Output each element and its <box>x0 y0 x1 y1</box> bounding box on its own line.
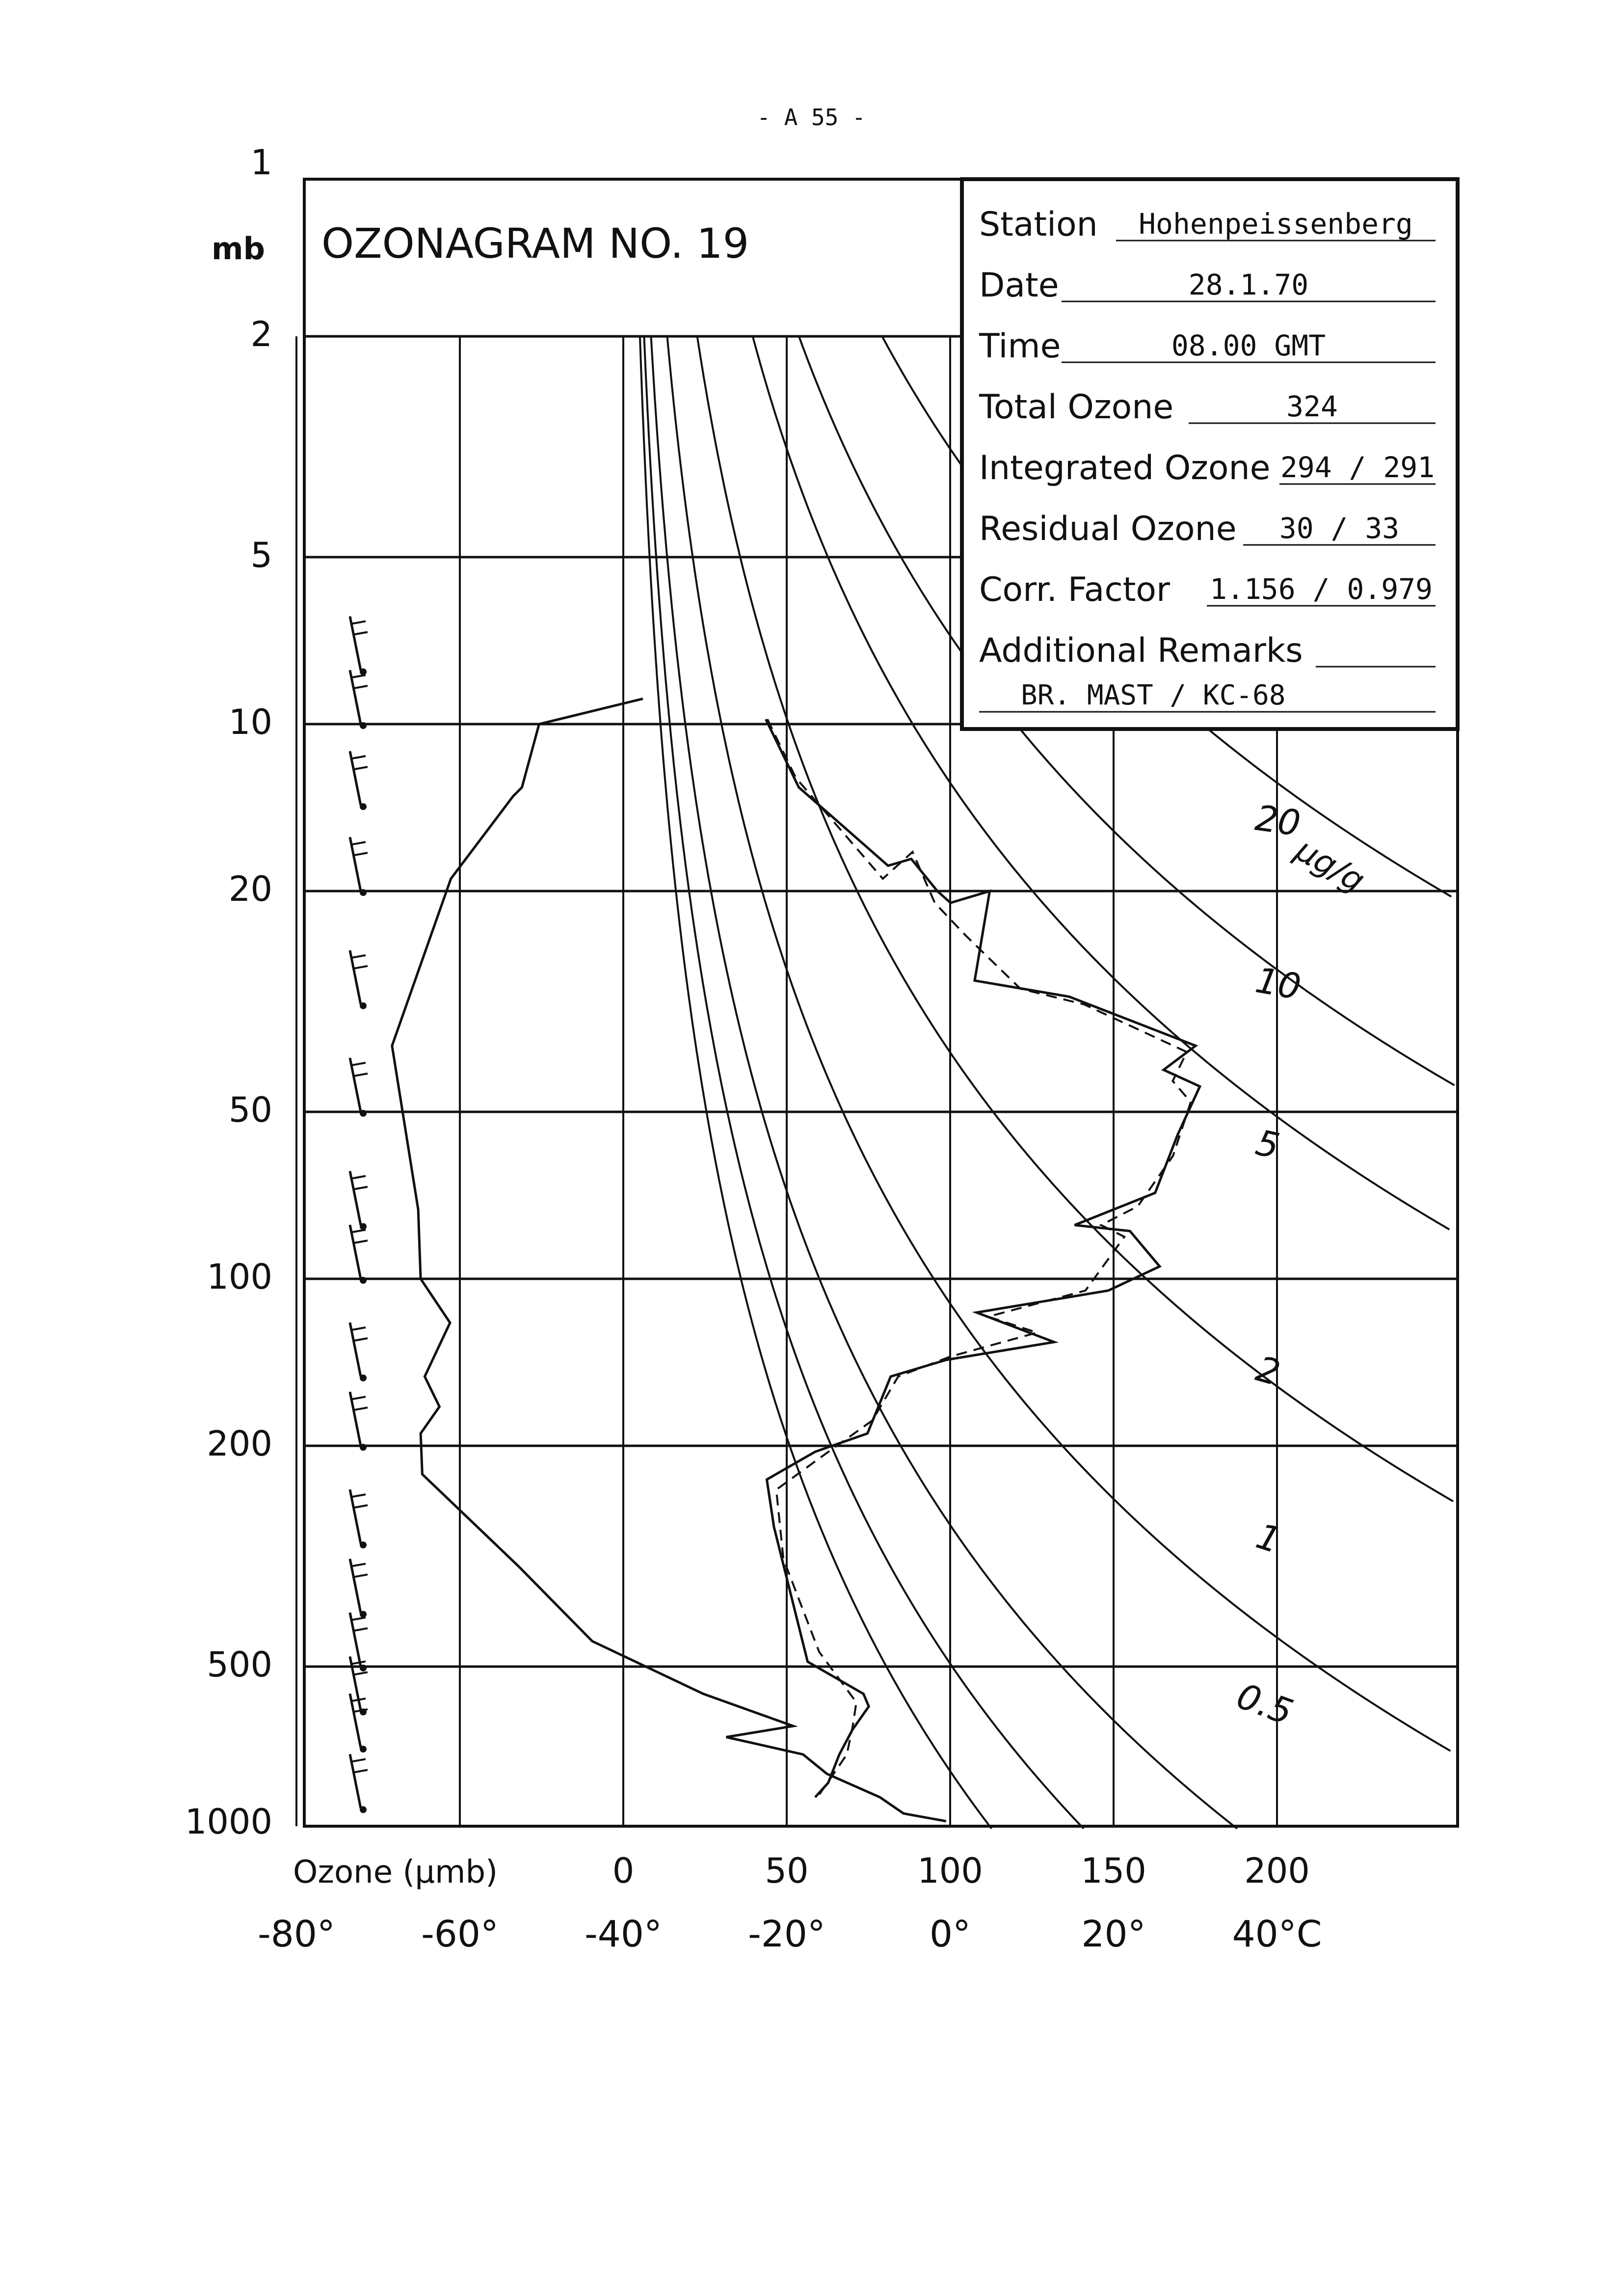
mixing-ratio-curve <box>666 336 1451 1752</box>
x-ozone-tick-label: 200 <box>1244 1851 1310 1891</box>
y-tick-label: 10 <box>229 702 272 742</box>
y-tick-label: 100 <box>207 1257 272 1297</box>
info-box: Station Hohenpeissenberg Date 28.1.70 Time 08… <box>960 177 1460 731</box>
wind-barb <box>348 1224 368 1284</box>
chart-grid <box>295 335 1458 1826</box>
info-row-value: 1.156 / 0.979 <box>1210 572 1433 606</box>
info-row-label: Date <box>979 266 1059 305</box>
info-row-value: 08.00 GMT <box>1171 329 1326 362</box>
y-tick-label: 1 <box>250 142 272 183</box>
info-row-value: 28.1.70 <box>1189 268 1308 301</box>
x-temp-tick-label: 0° <box>930 1913 971 1955</box>
wind-barbs <box>348 616 368 1813</box>
x-ozone-tick-label: 150 <box>1081 1851 1146 1891</box>
y-unit-label: mb <box>212 231 265 267</box>
y-tick-label: 500 <box>207 1645 272 1685</box>
info-row-label: Corr. Factor <box>979 570 1170 609</box>
data-series <box>391 697 1202 1823</box>
mixing-ratio-label: 10 <box>1252 959 1304 1008</box>
wind-barb <box>348 1171 368 1230</box>
info-row-value: 294 / 291 <box>1280 451 1435 484</box>
wind-barb <box>348 616 368 675</box>
ozone-series-line <box>765 719 1202 1798</box>
y-tick-label: 1000 <box>185 1802 272 1842</box>
info-row-label: Additional Remarks <box>979 631 1303 670</box>
x-ozone-tick-label: 0 <box>612 1851 635 1891</box>
wind-barb <box>348 1391 368 1451</box>
x-temp-tick-label: -80° <box>258 1913 335 1955</box>
wind-barb <box>348 1754 368 1813</box>
wind-barb <box>348 1693 368 1753</box>
wind-barb <box>348 1489 368 1549</box>
info-row-value: 324 <box>1286 390 1338 423</box>
wind-barb <box>348 1322 368 1381</box>
x-temp-tick-label: -40° <box>585 1913 662 1955</box>
x-temp-tick-label: -20° <box>748 1913 825 1955</box>
ozone-second-series-line <box>766 719 1192 1795</box>
wind-barb <box>348 1057 368 1117</box>
x-temp-tick-label: 20° <box>1081 1913 1145 1955</box>
y-tick-label: 50 <box>229 1090 272 1130</box>
info-row-label: Residual Ozone <box>979 510 1237 548</box>
y-tick-label: 2 <box>250 314 272 354</box>
mixing-ratio-curve <box>696 336 1454 1502</box>
info-row-value: 30 / 33 <box>1279 512 1399 545</box>
x-ozone-tick-label: 50 <box>765 1851 808 1891</box>
mixing-ratio-label: 20 <box>1253 797 1303 844</box>
y-tick-label: 200 <box>207 1424 272 1464</box>
info-row-value: Hohenpeissenberg <box>1139 207 1413 241</box>
info-box-frame <box>960 177 1460 731</box>
axis-labels: 1 2 5 10 20 50 100 200 500 1000 0 50 100 150 200 -80° -6… <box>185 142 1322 1955</box>
info-row-label: Station <box>979 205 1098 244</box>
wind-barb <box>348 751 368 810</box>
y-tick-label: 20 <box>229 869 272 909</box>
wind-barb <box>348 670 368 729</box>
plot-frame <box>303 178 1459 1828</box>
y-tick-label: 5 <box>250 535 272 575</box>
wind-barb <box>348 950 368 1009</box>
info-row-label: Total Ozone <box>979 388 1173 427</box>
info-row-label: Time <box>979 327 1061 366</box>
wind-barb <box>348 1558 368 1618</box>
mixing-ratio-curve <box>650 336 1238 1830</box>
x-ozone-tick-label: 100 <box>917 1851 983 1891</box>
page-header: - A 55 - <box>757 104 866 131</box>
mixing-ratio-curve <box>798 336 1455 1086</box>
chart-title: OZONAGRAM NO. 19 <box>321 219 749 268</box>
x-temp-tick-label: 40°C <box>1232 1913 1322 1955</box>
mixing-ratio-curve <box>881 336 1452 898</box>
info-remarks-value: BR. MAST / KC-68 <box>1021 679 1285 711</box>
wind-barb <box>348 837 368 896</box>
mixing-ratio-curve <box>643 336 1085 1830</box>
info-row-label: Integrated Ozone <box>979 449 1270 487</box>
mixing-ratio-curve <box>639 336 992 1830</box>
x-temp-tick-label: -60° <box>421 1913 499 1955</box>
temperature-series-line <box>391 697 947 1823</box>
wind-barb <box>348 1612 368 1672</box>
mixing-ratio-curve <box>751 336 1450 1231</box>
x-ozone-label: Ozone (µmb) <box>293 1854 498 1891</box>
